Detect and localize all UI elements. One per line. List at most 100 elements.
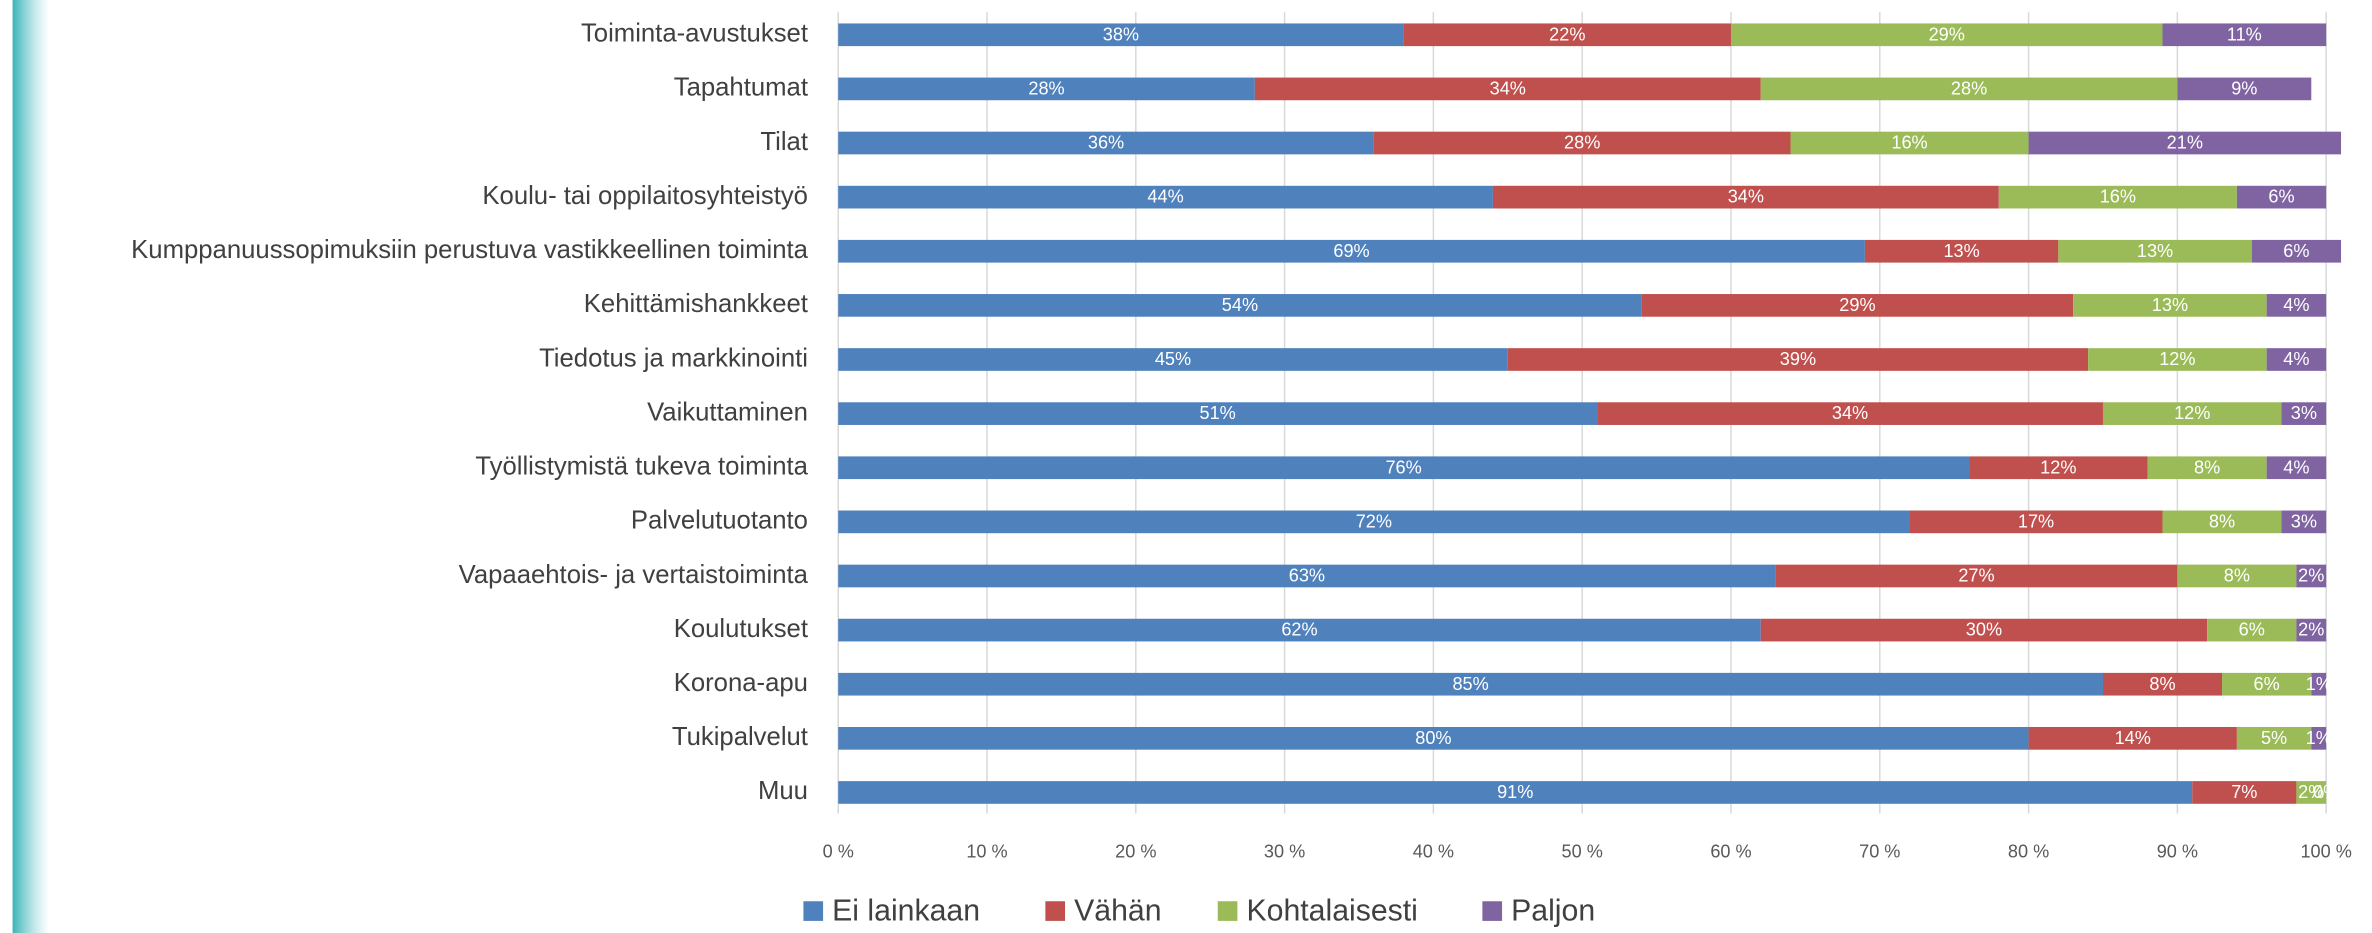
bar-segment — [2266, 348, 2327, 371]
bar-segment — [1760, 77, 2178, 101]
bar-segment — [1998, 185, 2237, 209]
data-label: 91% — [1497, 782, 1533, 802]
bar-segment — [2192, 781, 2297, 804]
data-label: 29% — [1839, 295, 1875, 315]
x-tick-label: 30 % — [1264, 842, 1305, 862]
x-tick-label: 90 % — [2157, 842, 2198, 862]
data-label: 28% — [1564, 133, 1600, 153]
bar-segment — [2177, 564, 2297, 588]
x-tick-label: 20 % — [1115, 842, 1156, 862]
data-label: 2% — [2298, 566, 2324, 586]
bar-segment — [838, 618, 1761, 642]
data-label: 6% — [2254, 674, 2280, 694]
bar-segment — [1641, 294, 2074, 317]
data-label: 8% — [2224, 566, 2250, 586]
bar-segment — [2102, 672, 2223, 696]
bar-segment — [838, 239, 1865, 263]
data-label: 72% — [1356, 511, 1392, 531]
bar-segment — [838, 131, 1374, 155]
bar-segment — [1254, 77, 1761, 101]
legend-swatch — [1045, 901, 1066, 921]
bar-segment — [838, 348, 1508, 371]
data-label: 22% — [1549, 24, 1585, 44]
bar-segment — [1507, 348, 2089, 371]
bar-segment — [1492, 185, 1999, 209]
data-label: 7% — [2231, 782, 2257, 802]
bar-segment — [838, 564, 1776, 588]
bar-segment — [2311, 726, 2327, 750]
data-label: 13% — [2137, 241, 2173, 261]
data-label: 14% — [2115, 728, 2151, 748]
data-label: 69% — [1333, 241, 1369, 261]
legend-swatch — [803, 901, 824, 921]
bar-segment — [2222, 672, 2312, 696]
bar-segment — [2296, 564, 2327, 588]
y-tick-label: Tilat — [760, 128, 808, 156]
y-tick-label: Vapaaehtois- ja vertaistoiminta — [459, 561, 809, 589]
y-tick-label: Kumppanuussopimuksiin perustuva vastikke… — [131, 236, 809, 264]
bars: 38% 22% 29% 11% 28% 34% 28% 9% 36% 28% 16% 21% 44% 34… — [838, 23, 2342, 804]
data-label: 30% — [1966, 620, 2002, 640]
bar-segment — [838, 672, 2103, 696]
bar-segment — [2162, 510, 2282, 534]
bar-segment — [2207, 618, 2297, 642]
y-tick-label: Tapahtumat — [674, 74, 808, 102]
data-label: 1% — [2306, 674, 2332, 694]
data-label: 2% — [2298, 782, 2324, 802]
bar-segment — [1909, 510, 2163, 534]
data-label: 85% — [1452, 674, 1488, 694]
y-tick-label: Korona-apu — [674, 669, 808, 697]
y-tick-label: Toiminta-avustukset — [581, 20, 808, 48]
bar-segment — [2088, 348, 2267, 371]
bar-segment — [838, 77, 1255, 101]
data-label: 4% — [2283, 295, 2309, 315]
data-label: 12% — [2174, 403, 2210, 423]
data-label: 2% — [2298, 620, 2324, 640]
bar-segment — [2102, 402, 2282, 425]
bar-segment — [838, 23, 1404, 47]
data-label: 38% — [1103, 24, 1139, 44]
data-label: 28% — [1951, 78, 1987, 98]
bar-segment — [1864, 239, 2059, 263]
bar-segment — [1403, 23, 1731, 47]
data-label: 9% — [2231, 78, 2257, 98]
bar-segment — [2073, 294, 2267, 317]
bar-segment — [2266, 456, 2327, 480]
data-label: 13% — [2152, 295, 2188, 315]
bar-segment — [1969, 456, 2148, 480]
data-label: 8% — [2149, 674, 2175, 694]
y-tick-label: Koulu- tai oppilaitosyhteistyö — [482, 182, 808, 210]
bar-segment — [2177, 77, 2312, 101]
data-label: 4% — [2283, 457, 2309, 477]
y-tick-label: Muu — [758, 777, 808, 805]
data-label: 8% — [2209, 511, 2235, 531]
y-tick-label: Palvelutuotanto — [631, 507, 808, 535]
bar-segment — [2251, 239, 2342, 263]
y-tick-label: Koulutukset — [674, 615, 808, 643]
data-label: 16% — [2100, 187, 2136, 207]
data-label: 51% — [1199, 403, 1235, 423]
data-label: 6% — [2239, 620, 2265, 640]
bar-segment — [1790, 131, 2029, 155]
bar-segment — [838, 402, 1598, 425]
data-label: 80% — [1415, 728, 1451, 748]
data-label: 11% — [2227, 24, 2262, 44]
x-tick-label: 0 % — [823, 842, 854, 862]
bar-segment — [1775, 564, 2178, 588]
side-decoration — [12, 0, 49, 933]
data-label: 45% — [1155, 349, 1191, 369]
y-tick-label: Tiedotus ja markkinointi — [539, 344, 808, 372]
bar-segment — [2311, 672, 2327, 696]
x-tick-label: 70 % — [1859, 842, 1900, 862]
legend-label: Vähän — [1074, 895, 1161, 928]
bar-segment — [2028, 131, 2342, 155]
legend-swatch — [1482, 901, 1503, 921]
legend-label: Ei lainkaan — [832, 895, 980, 928]
bar-segment — [2281, 510, 2327, 534]
x-tick-label: 60 % — [1710, 842, 1751, 862]
legend-label: Paljon — [1511, 895, 1595, 928]
data-label: 29% — [1929, 24, 1965, 44]
data-label: 3% — [2291, 511, 2317, 531]
x-tick-label: 50 % — [1562, 842, 1603, 862]
